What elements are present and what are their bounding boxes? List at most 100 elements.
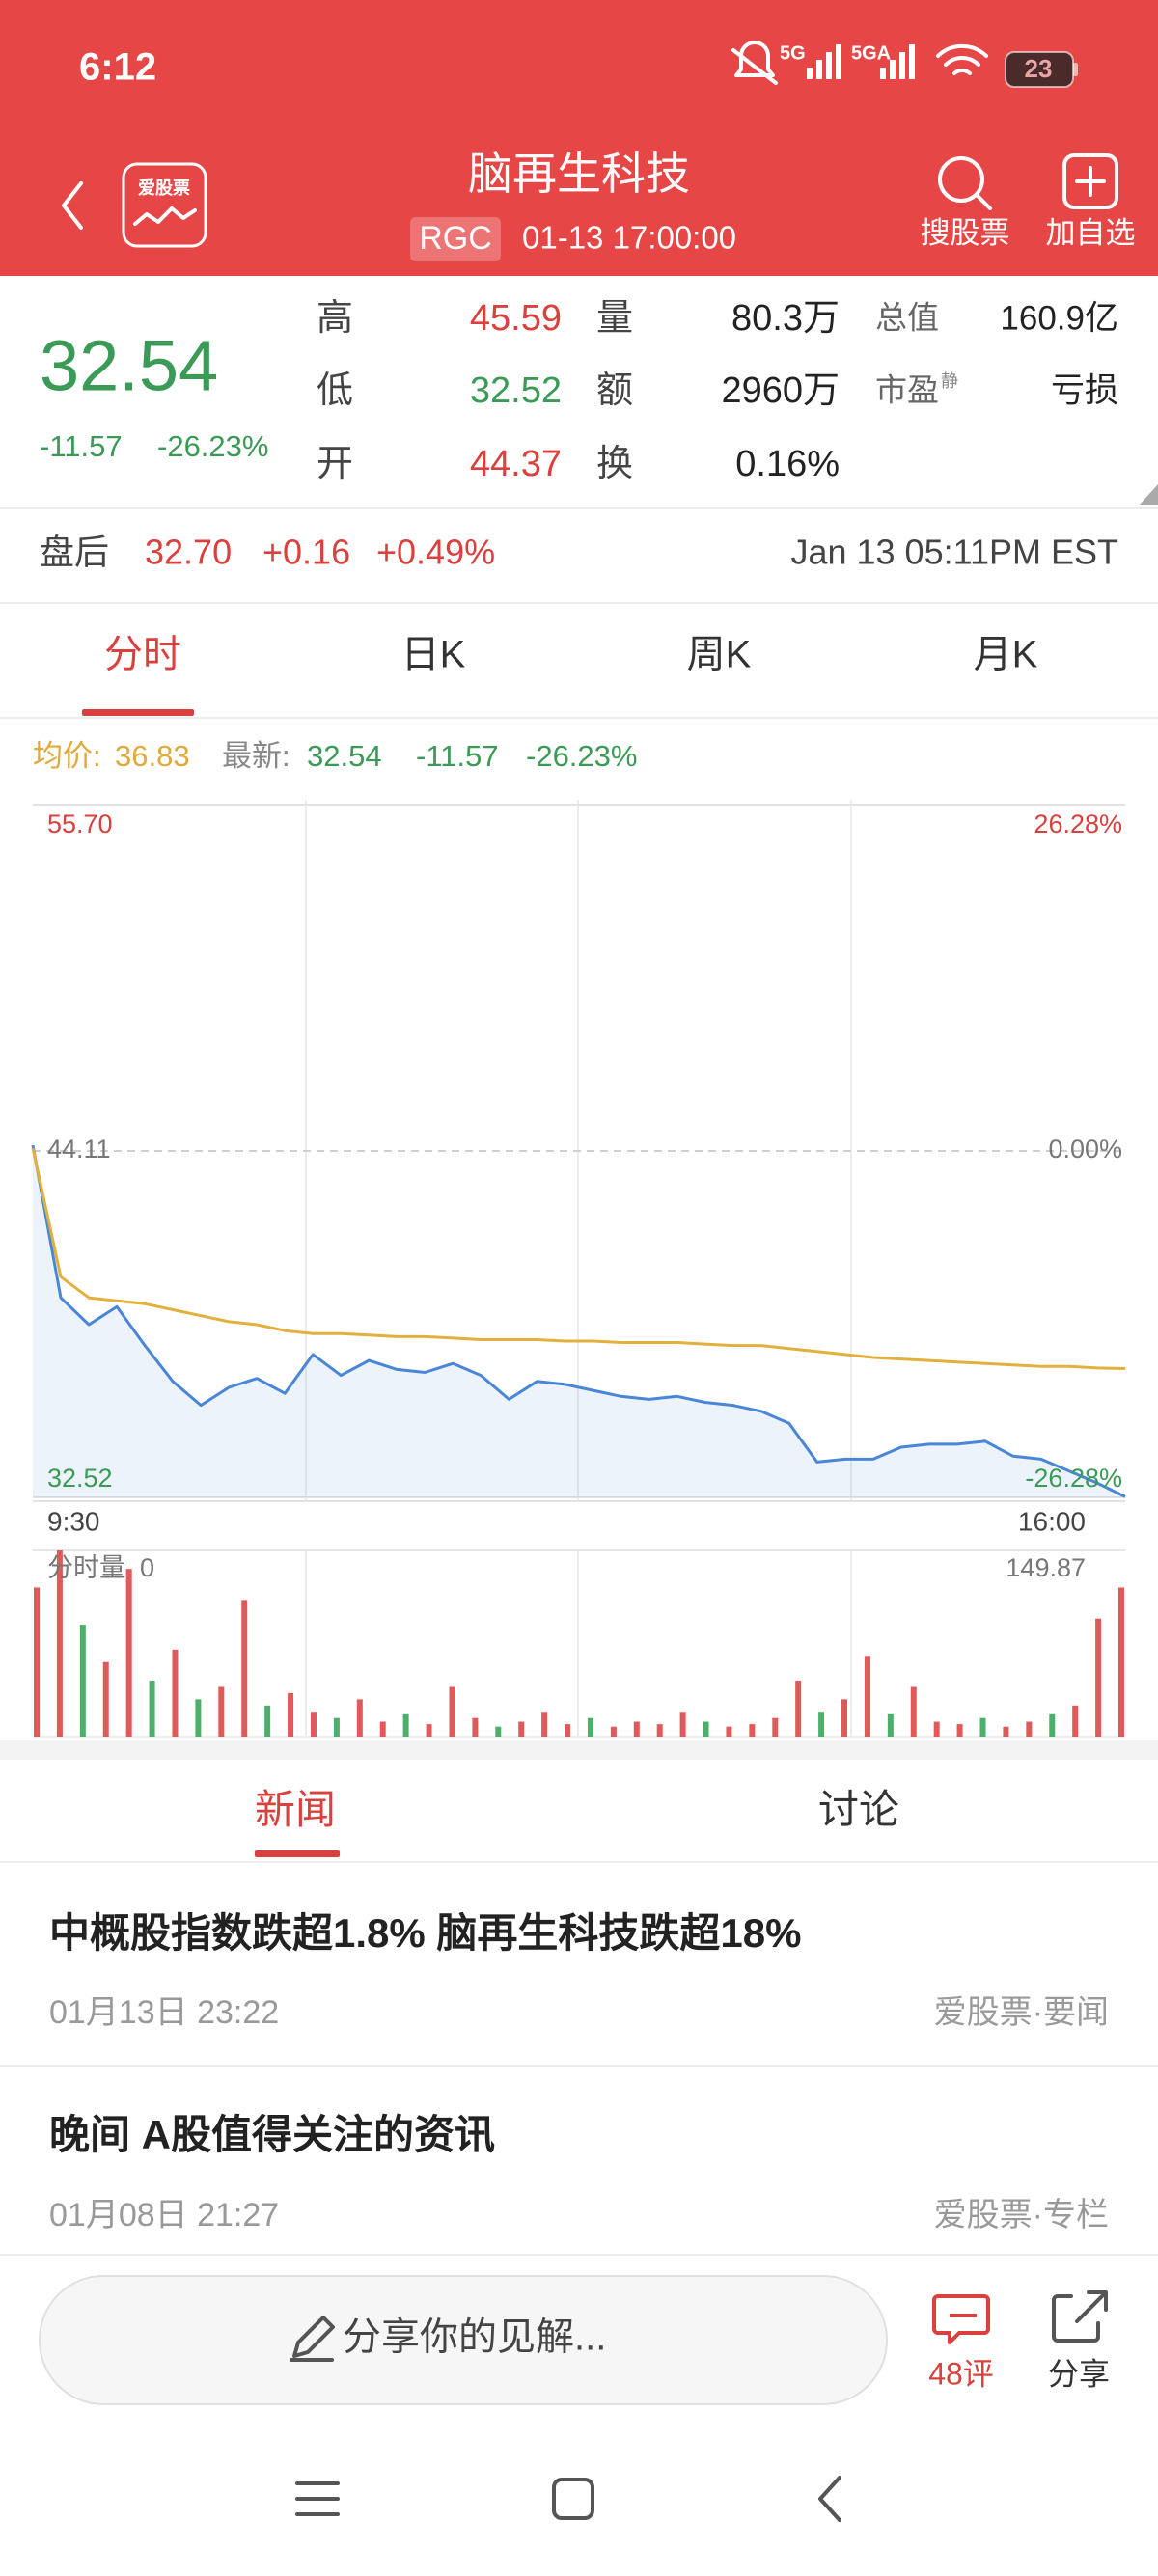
search-button[interactable]	[938, 156, 992, 210]
y-tick-label: 44.11	[47, 1135, 111, 1164]
volume-bar	[1003, 1726, 1009, 1737]
volume-bar	[149, 1681, 155, 1737]
volume-bar	[633, 1721, 640, 1737]
last-price: 32.54	[40, 326, 218, 406]
search-label[interactable]: 搜股票	[921, 216, 1010, 250]
after-hours-change-pct: +0.49%	[376, 533, 495, 572]
volume-bar	[887, 1713, 894, 1737]
volume-bar	[518, 1721, 525, 1737]
stat-value: 80.3万	[731, 298, 840, 339]
volume-bar	[749, 1724, 756, 1737]
volume-bar	[125, 1569, 132, 1737]
volume-bar	[264, 1705, 271, 1737]
volume-bar	[333, 1717, 340, 1737]
news-tab[interactable]: 新闻	[255, 1787, 336, 1832]
stat-label: 开	[317, 444, 353, 484]
tab-indicator	[82, 709, 194, 716]
nav-menu[interactable]	[295, 2481, 340, 2516]
news-source: 爱股票·要闻	[934, 1994, 1109, 2031]
y2-tick-label: 0.00%	[1048, 1135, 1122, 1164]
volume-bar	[610, 1726, 617, 1737]
comment-icon[interactable]	[932, 2294, 990, 2344]
volume-bar	[587, 1717, 593, 1737]
volume-bar	[472, 1717, 479, 1737]
news-tab[interactable]: 讨论	[818, 1787, 899, 1832]
chart-tab[interactable]: 分时	[104, 634, 181, 676]
pencil-icon	[290, 2316, 335, 2362]
stock-name: 脑再生科技	[468, 149, 690, 199]
quote-timestamp: 01-13 17:00:00	[522, 220, 736, 256]
latest-change: -11.57	[416, 739, 499, 773]
volume-bar	[1118, 1587, 1124, 1737]
latest-price: 32.54	[307, 739, 382, 773]
volume-bar	[56, 1550, 63, 1737]
stat-value: 亏损	[1051, 371, 1118, 409]
input-placeholder[interactable]: 分享你的见解...	[343, 2316, 606, 2359]
stat-label: 量	[596, 298, 633, 339]
news-item[interactable]: 中概股指数跌超1.8% 脑再生科技跌超18% 01月13日 23:22 爱股票·…	[49, 1910, 1109, 2031]
after-hours-time: Jan 13 05:11PM EST	[790, 533, 1118, 572]
status-time: 6:12	[79, 46, 156, 89]
volume-tick-label: 149.87	[1006, 1553, 1086, 1582]
news-item[interactable]: 晚间 A股值得关注的资讯 01月08日 21:27 爱股票·专栏	[49, 2112, 1109, 2233]
ticker: RGC	[419, 220, 492, 257]
after-hours-change: +0.16	[262, 533, 350, 572]
share-icon[interactable]	[1052, 2290, 1108, 2343]
volume-bar	[449, 1686, 455, 1737]
add-watchlist-label[interactable]: 加自选	[1046, 216, 1136, 250]
volume-bar	[726, 1726, 732, 1737]
chart-tab[interactable]: 周K	[687, 634, 752, 676]
nav-back[interactable]	[818, 2476, 841, 2522]
volume-bar	[910, 1686, 917, 1737]
after-hours-label: 盘后	[40, 533, 109, 572]
comment-input[interactable]	[39, 2275, 888, 2405]
stat-value: 2960万	[721, 370, 840, 411]
news-date: 01月13日 23:22	[49, 1994, 279, 2031]
battery-level: 23	[1025, 54, 1053, 83]
volume-bar	[656, 1724, 663, 1737]
volume-bar	[979, 1717, 986, 1737]
y2-tick-label: -26.28%	[1025, 1464, 1122, 1493]
chart-tab[interactable]: 月K	[974, 634, 1038, 676]
volume-bar	[288, 1692, 294, 1737]
volume-bar	[841, 1699, 848, 1737]
section-gap	[0, 1740, 1158, 1760]
share-label[interactable]: 分享	[1048, 2356, 1110, 2391]
news-date: 01月08日 21:27	[49, 2197, 279, 2233]
comment-count[interactable]: 48评	[928, 2356, 994, 2391]
x-tick-label: 16:00	[1018, 1506, 1086, 1536]
volume-bar	[495, 1726, 502, 1737]
svg-text:5GA: 5GA	[851, 42, 891, 64]
chart-tab[interactable]: 日K	[401, 634, 466, 676]
volume-bar	[1072, 1705, 1079, 1737]
volume-bar	[679, 1712, 686, 1737]
volume-bar	[195, 1699, 202, 1737]
volume-bar	[79, 1625, 86, 1737]
back-button[interactable]	[62, 181, 83, 230]
stat-label: 高	[317, 298, 353, 339]
news-title[interactable]: 晚间 A股值得关注的资讯	[49, 2112, 495, 2157]
stat-label: 换	[596, 444, 633, 484]
volume-bar	[426, 1724, 432, 1737]
news-title[interactable]: 中概股指数跌超1.8% 脑再生科技跌超18%	[49, 1910, 801, 1956]
add-watchlist-button[interactable]	[1062, 153, 1118, 209]
stat-value: 32.52	[470, 370, 562, 411]
y2-tick-label: 26.28%	[1034, 809, 1122, 838]
stat-value: 160.9亿	[1000, 299, 1118, 337]
svg-text:5G: 5G	[780, 42, 806, 64]
volume-bar	[772, 1717, 779, 1737]
volume-bar	[102, 1661, 109, 1737]
volume-bar	[310, 1712, 317, 1737]
volume-bar	[356, 1699, 363, 1737]
volume-latest: 0	[140, 1553, 154, 1582]
status-icons: 5G 5GA	[731, 41, 1078, 88]
price-area	[33, 1145, 1125, 1497]
nav-home[interactable]	[552, 2478, 594, 2520]
stat-label: 低	[317, 370, 353, 411]
corner-marker	[1140, 484, 1158, 505]
volume-bar	[218, 1686, 225, 1737]
volume-bar	[379, 1721, 386, 1737]
stat-label-superscript: 静	[941, 371, 958, 391]
